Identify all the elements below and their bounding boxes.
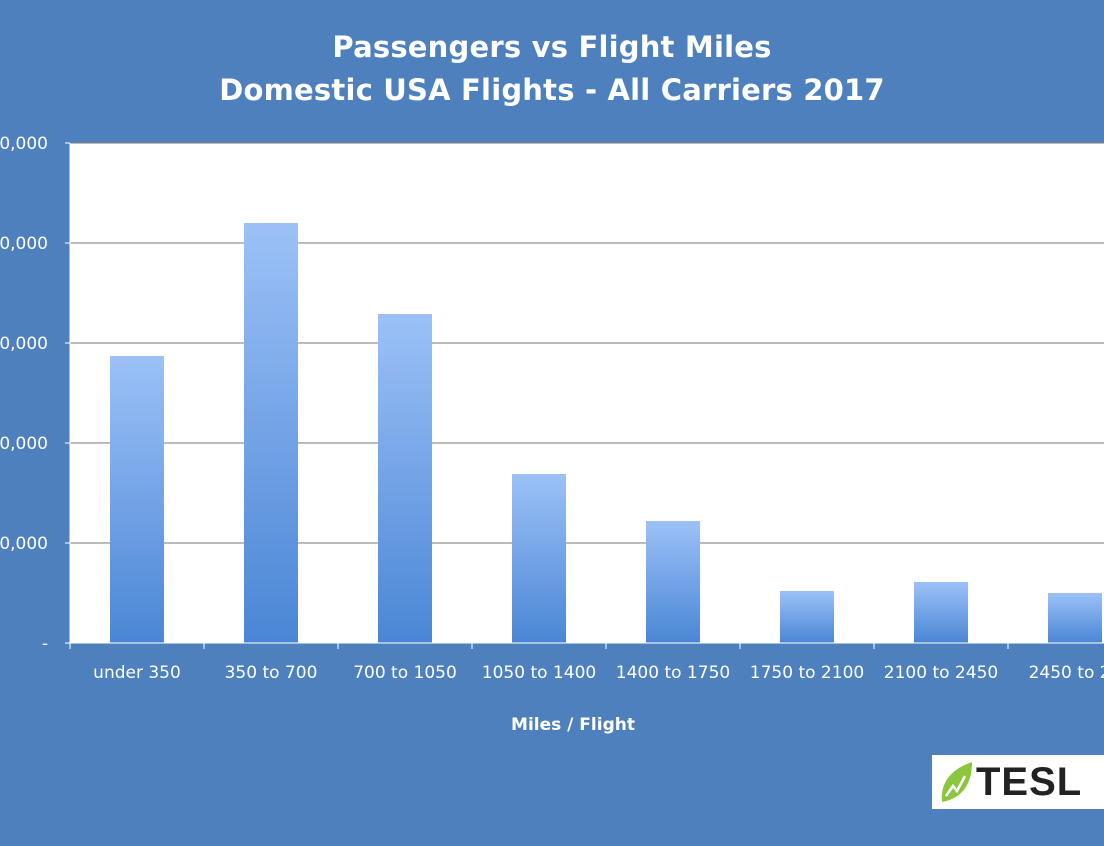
bar (110, 356, 164, 643)
y-tick-label: 0,000 (0, 234, 48, 254)
bar (378, 314, 432, 643)
y-tick-label: 0,000 (0, 134, 48, 154)
x-tick-label: 2100 to 2450 (884, 663, 998, 683)
x-axis-title: Miles / Flight (511, 715, 635, 735)
y-tick-label: 0,000 (0, 534, 48, 554)
chart-title-line-1: Passengers vs Flight Miles (332, 30, 772, 64)
x-tick-label: 1050 to 1400 (482, 663, 596, 683)
leaf-icon (941, 762, 972, 802)
chart-title-line-2: Domestic USA Flights - All Carriers 2017 (219, 73, 885, 107)
bar (646, 521, 700, 643)
logo-text: TESL (976, 760, 1083, 804)
x-tick-label: 350 to 700 (225, 663, 318, 683)
bar (244, 223, 298, 643)
bar (512, 474, 566, 643)
x-tick-label: under 350 (93, 663, 181, 683)
y-tick-label: - (42, 634, 48, 654)
x-tick-label: 1400 to 1750 (616, 663, 730, 683)
plot-area (70, 143, 1104, 643)
bar (780, 591, 834, 643)
bar (914, 582, 968, 643)
x-tick-label: 1750 to 2100 (750, 663, 864, 683)
bar (1048, 593, 1102, 643)
x-tick-label: 2450 to 28 (1029, 663, 1104, 683)
y-tick-label: 0,000 (0, 334, 48, 354)
y-tick-label: 0,000 (0, 434, 48, 454)
x-tick-label: 700 to 1050 (353, 663, 457, 683)
